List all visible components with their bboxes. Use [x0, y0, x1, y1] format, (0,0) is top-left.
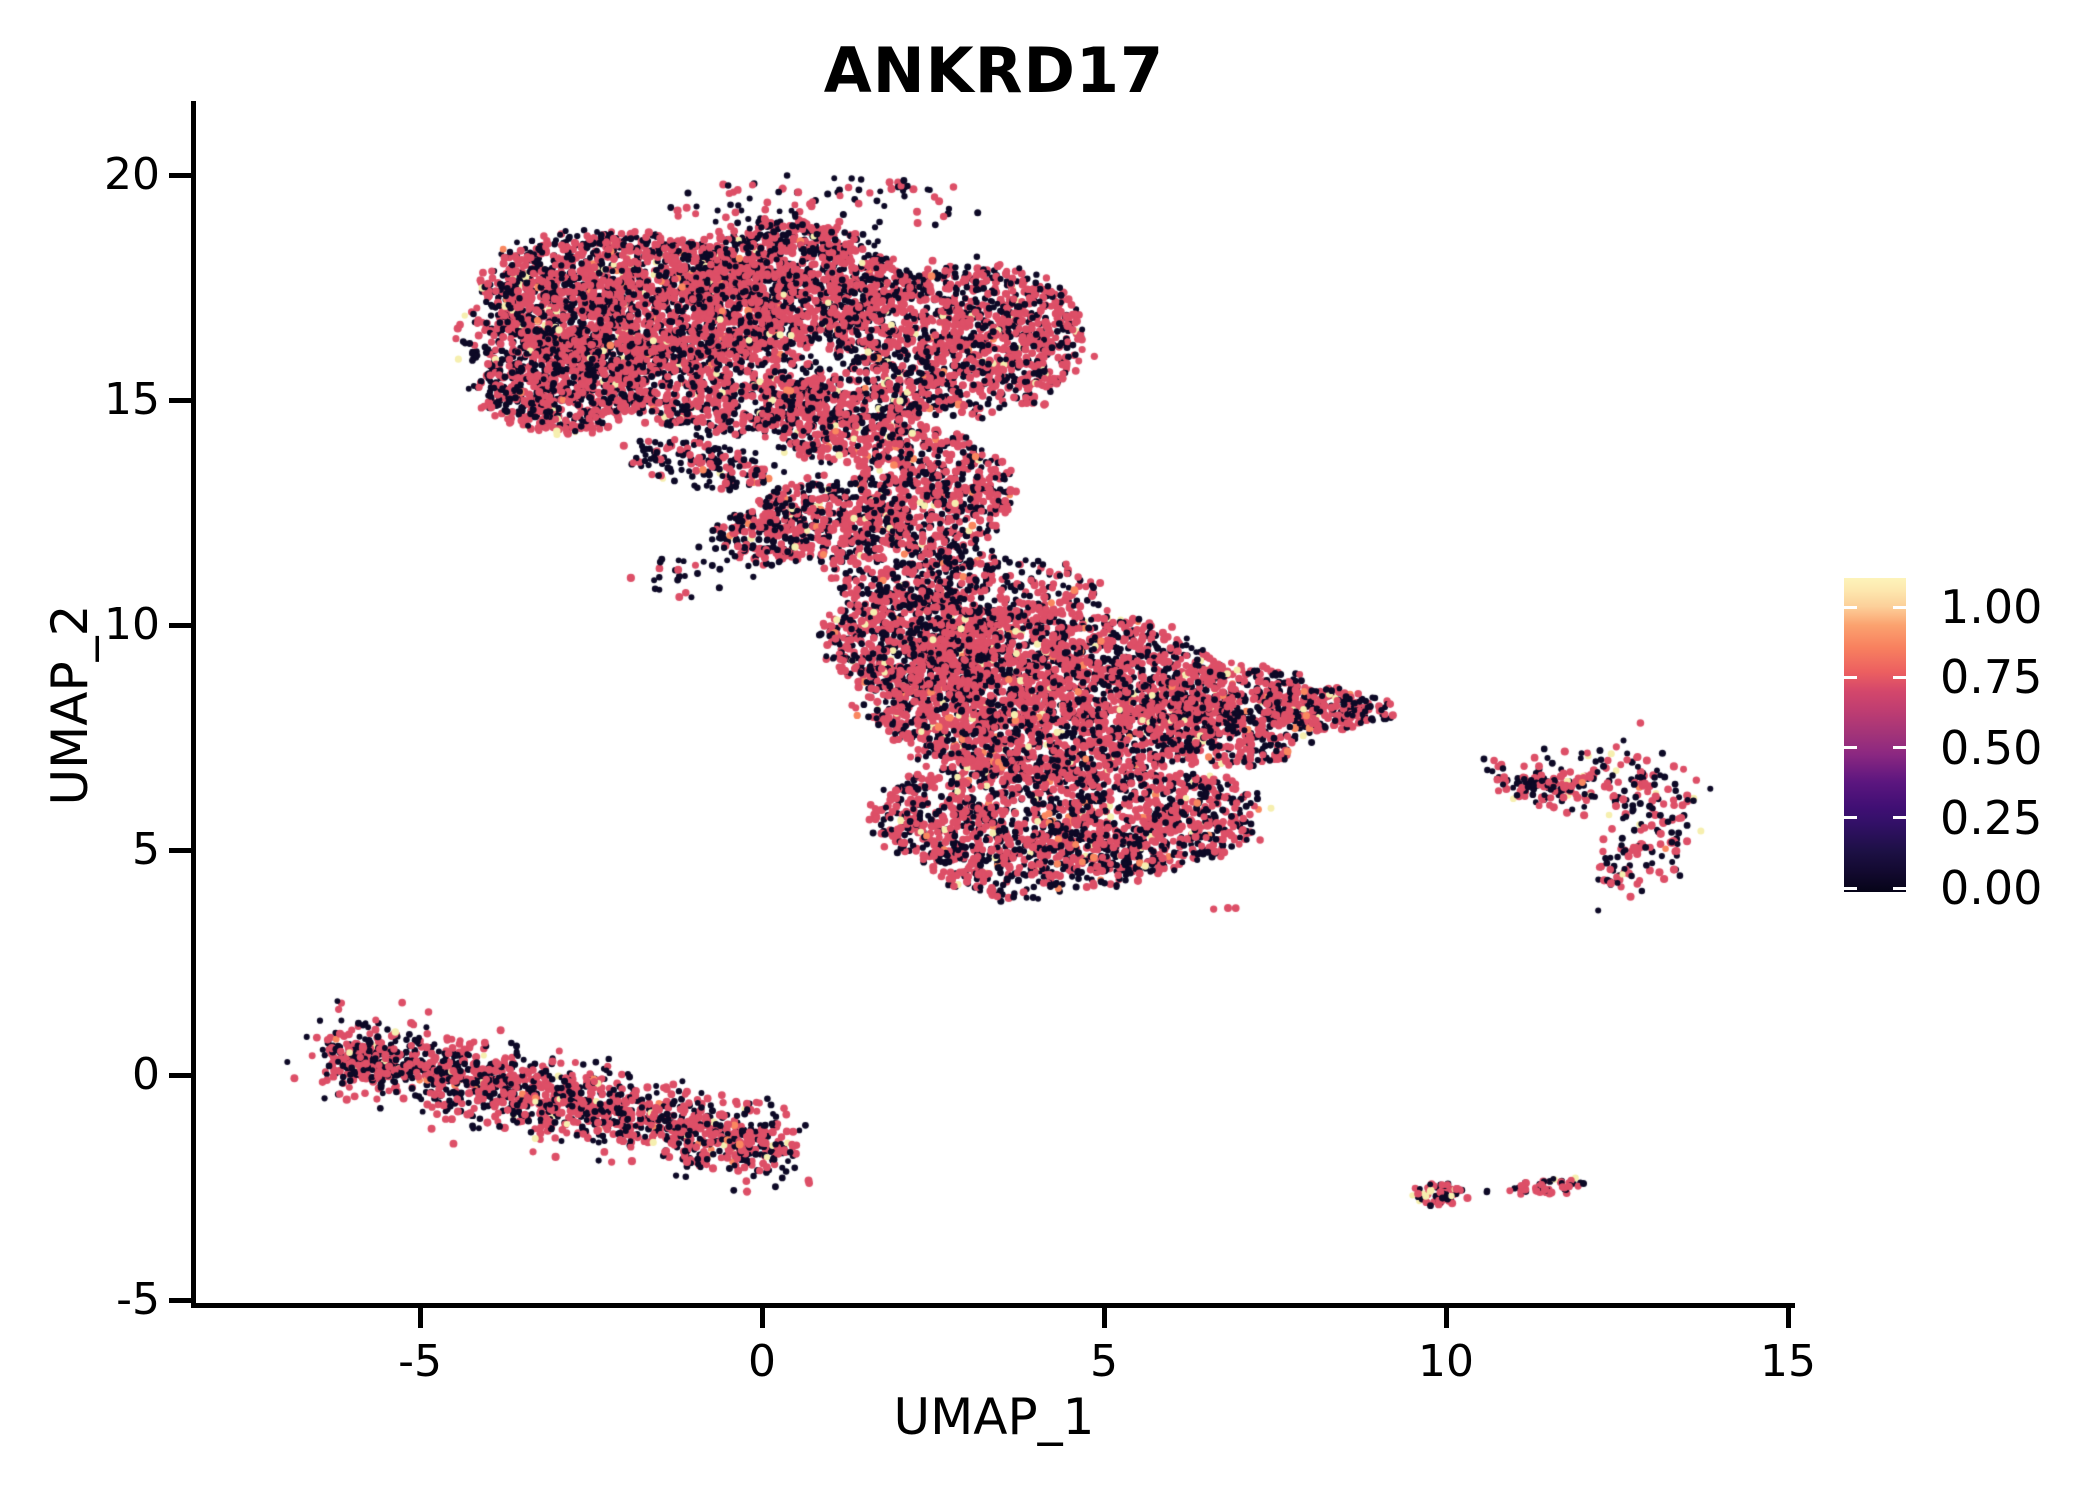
colorbar-label-0.25: 0.25 [1940, 790, 2043, 845]
y-tick-mark-20 [169, 172, 191, 178]
colorbar-label-0.00: 0.00 [1940, 861, 2043, 915]
x-tick-mark-15 [1785, 1308, 1791, 1328]
colorbar-label-0.50: 0.50 [1940, 720, 2043, 775]
y-tick-mark-10 [169, 622, 191, 628]
colorbar-tick-0.50-left [1844, 746, 1857, 749]
colorbar-gradient [1844, 578, 1906, 892]
plot-title: ANKRD17 [823, 34, 1165, 107]
y-axis-line [191, 101, 196, 1308]
x-tick-mark-10 [1443, 1308, 1449, 1328]
x-tick-mark-5 [1101, 1308, 1107, 1328]
colorbar-tick-1.00-right [1893, 605, 1906, 609]
x-axis-line [191, 1303, 1795, 1308]
y-tick-mark-0 [169, 1072, 191, 1078]
y-tick-label--5: -5 [116, 1274, 160, 1325]
x-tick-label--5: -5 [398, 1336, 442, 1387]
y-tick-label-15: 15 [104, 374, 160, 425]
colorbar-label-1.00: 1.00 [1940, 580, 2043, 634]
colorbar-tick-0.25-left [1844, 816, 1857, 820]
colorbar-tick-0.00-right [1893, 886, 1906, 890]
x-tick-mark-0 [759, 1308, 765, 1328]
colorbar-tick-0.75-left [1844, 675, 1857, 679]
x-tick-label-0: 0 [748, 1336, 776, 1387]
y-tick-label-0: 0 [132, 1049, 160, 1100]
x-axis-title: UMAP_1 [893, 1388, 1095, 1446]
x-tick-label-10: 10 [1418, 1336, 1474, 1387]
y-tick-label-20: 20 [104, 149, 160, 200]
colorbar-tick-0.00-left [1844, 886, 1857, 890]
y-tick-mark-5 [169, 847, 191, 853]
colorbar-tick-0.50-right [1893, 746, 1906, 749]
y-tick-label-10: 10 [104, 599, 160, 650]
y-tick-mark--5 [169, 1297, 191, 1303]
colorbar-tick-0.75-right [1893, 675, 1906, 679]
y-tick-mark-15 [169, 397, 191, 403]
colorbar-label-0.75: 0.75 [1940, 650, 2043, 705]
colorbar-tick-1.00-left [1844, 605, 1857, 609]
x-tick-label-15: 15 [1760, 1336, 1816, 1387]
y-tick-label-5: 5 [132, 824, 160, 875]
colorbar-tick-0.25-right [1893, 816, 1906, 820]
y-axis-title: UMAP_2 [41, 604, 99, 806]
x-tick-mark--5 [417, 1308, 423, 1328]
x-tick-label-5: 5 [1090, 1336, 1118, 1387]
